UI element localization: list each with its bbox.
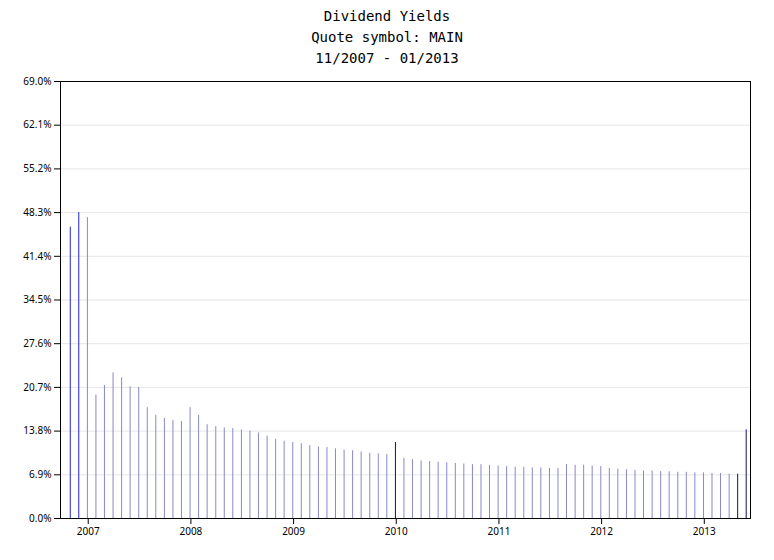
svg-text:55.2%: 55.2% bbox=[23, 161, 51, 175]
svg-text:27.6%: 27.6% bbox=[23, 336, 51, 350]
svg-text:20.7%: 20.7% bbox=[23, 380, 51, 394]
svg-text:2008: 2008 bbox=[179, 524, 202, 538]
svg-text:2012: 2012 bbox=[590, 524, 613, 538]
html-text:Dividend Yields: Dividend Yields bbox=[323, 8, 451, 24]
svg-text:34.5%: 34.5% bbox=[23, 292, 51, 306]
svg-text:2010: 2010 bbox=[385, 524, 408, 538]
svg-text:2009: 2009 bbox=[282, 524, 305, 538]
svg-text:62.1%: 62.1% bbox=[23, 117, 51, 131]
svg-text:13.8%: 13.8% bbox=[23, 423, 51, 437]
svg-text:41.4%: 41.4% bbox=[23, 249, 51, 263]
svg-text:2007: 2007 bbox=[77, 524, 100, 538]
html-text:Quote symbol: MAIN: Quote symbol: MAIN bbox=[311, 29, 463, 45]
svg-text:6.9%: 6.9% bbox=[29, 467, 51, 481]
svg-text:2011: 2011 bbox=[487, 524, 510, 538]
svg-text:0.0%: 0.0% bbox=[29, 511, 51, 525]
svg-text:48.3%: 48.3% bbox=[23, 205, 51, 219]
html-text:11/2007 - 01/2013: 11/2007 - 01/2013 bbox=[315, 50, 459, 66]
svg-text:69.0%: 69.0% bbox=[23, 74, 51, 88]
svg-text:2013: 2013 bbox=[693, 524, 716, 538]
